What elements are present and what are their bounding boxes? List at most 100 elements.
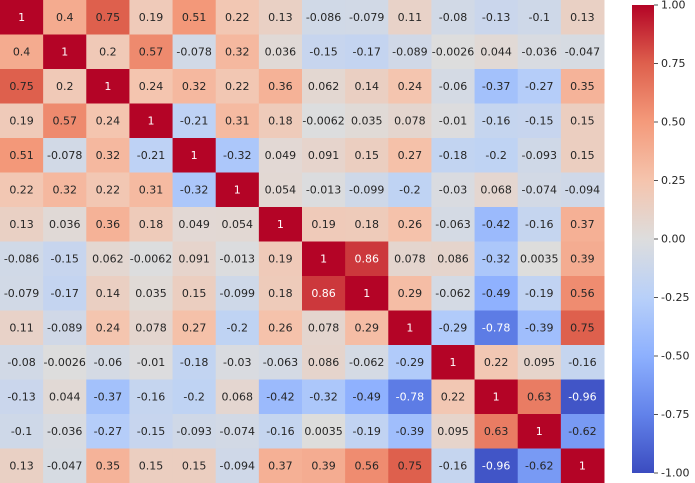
heatmap-cell-r3-c11 xyxy=(474,103,519,139)
heatmap-cell-r9-c4 xyxy=(172,310,217,346)
heatmap-cell-label-r10-c6: -0.063 xyxy=(263,356,298,369)
heatmap-cell-label-r12-c5: -0.074 xyxy=(220,425,255,438)
heatmap-cell-label-r7-c9: 0.078 xyxy=(394,252,426,265)
heatmap-cell-label-r13-c13: 1 xyxy=(579,459,586,472)
heatmap-cell-r12-c5 xyxy=(215,414,260,449)
heatmap-cell-label-r12-c11: 0.63 xyxy=(484,425,509,438)
heatmap-cell-label-r7-c10: 0.086 xyxy=(437,252,469,265)
heatmap-cell-label-r5-c5: 1 xyxy=(234,183,241,196)
heatmap-cell-r6-c6 xyxy=(258,207,303,242)
heatmap-cell-label-r8-c4: 0.15 xyxy=(182,287,207,300)
heatmap-cell-label-r10-c10: 1 xyxy=(450,356,457,369)
heatmap-cell-label-r5-c8: -0.099 xyxy=(349,183,384,196)
heatmap-cell-label-r6-c1: 0.036 xyxy=(49,218,81,231)
heatmap-cell-label-r11-c3: -0.16 xyxy=(137,390,165,403)
heatmap-cell-label-r0-c4: 0.51 xyxy=(182,11,207,24)
heatmap-cell-r10-c5 xyxy=(215,345,260,380)
heatmap-cell-label-r0-c10: -0.08 xyxy=(439,11,467,24)
heatmap-cell-label-r9-c12: -0.39 xyxy=(525,321,553,334)
heatmap-cell-r12-c3 xyxy=(129,414,174,449)
heatmap-cell-label-r1-c5: 0.32 xyxy=(225,45,250,58)
heatmap-cell-label-r6-c2: 0.36 xyxy=(96,218,121,231)
heatmap-cell-label-r11-c1: 0.044 xyxy=(49,390,81,403)
heatmap-cell-label-r1-c13: -0.047 xyxy=(565,45,600,58)
heatmap-cell-label-r4-c9: 0.27 xyxy=(398,149,423,162)
heatmap-cell-r1-c5 xyxy=(215,34,260,70)
heatmap-cell-label-r10-c13: -0.16 xyxy=(568,356,596,369)
heatmap-cell-r9-c10 xyxy=(431,310,476,346)
heatmap-cell-r5-c11 xyxy=(474,172,519,208)
heatmap-cell-r3-c9 xyxy=(388,103,432,139)
heatmap-cell-r3-c5 xyxy=(215,103,260,139)
colorbar-tick-label-8: -1.00 xyxy=(661,467,689,480)
heatmap-cell-r5-c4 xyxy=(172,172,217,208)
heatmap-cell-r13-c9 xyxy=(388,448,432,483)
heatmap-cell-label-r13-c11: -0.96 xyxy=(482,459,510,472)
colorbar-gradient xyxy=(632,5,654,473)
heatmap-cell-label-r13-c8: 0.56 xyxy=(354,459,379,472)
heatmap-cell-label-r7-c12: 0.0035 xyxy=(520,252,559,265)
heatmap-cell-r9-c1 xyxy=(43,310,87,346)
heatmap-cell-r4-c12 xyxy=(517,138,562,173)
heatmap-cell-r1-c11 xyxy=(474,34,519,70)
heatmap-cell-r6-c2 xyxy=(86,207,130,242)
heatmap-cell-r0-c2 xyxy=(86,0,130,35)
heatmap-cell-label-r12-c13: -0.62 xyxy=(568,425,596,438)
heatmap-cell-label-r4-c8: 0.15 xyxy=(354,149,379,162)
colorbar-ticks: 1.00 0.75 0.50 0.25 0.00 -0.25 -0.50 -0.75 -1.00 xyxy=(654,0,689,480)
heatmap-cell-label-r10-c9: -0.29 xyxy=(396,356,424,369)
heatmap-cell-label-r3-c0: 0.19 xyxy=(9,114,34,127)
heatmap-cell-r8-c8 xyxy=(345,276,389,311)
heatmap-cell-r6-c10 xyxy=(431,207,476,242)
heatmap-cell-label-r7-c1: -0.15 xyxy=(50,252,78,265)
heatmap-cell-label-r5-c10: -0.03 xyxy=(439,183,467,196)
heatmap-cell-label-r13-c9: 0.75 xyxy=(398,459,423,472)
heatmap-cell-label-r11-c8: -0.49 xyxy=(352,390,380,403)
heatmap-cell-r8-c2 xyxy=(86,276,130,311)
heatmap-cell-label-r12-c0: -0.1 xyxy=(11,425,32,438)
colorbar-tick-label-0: 1.00 xyxy=(661,0,686,12)
heatmap-cell-r7-c5 xyxy=(215,241,260,277)
heatmap-cell-r7-c13 xyxy=(560,241,605,277)
heatmap-cell-r7-c1 xyxy=(43,241,87,277)
heatmap-cell-label-r11-c4: -0.2 xyxy=(183,390,204,403)
heatmap-cell-r11-c11 xyxy=(474,379,519,415)
heatmap-cell-label-r1-c12: -0.036 xyxy=(522,45,557,58)
heatmap-cell-label-r11-c5: 0.068 xyxy=(222,390,254,403)
heatmap-cell-label-r10-c7: 0.086 xyxy=(308,356,340,369)
heatmap-cell-label-r7-c11: -0.32 xyxy=(482,252,510,265)
heatmap-cell-r4-c10 xyxy=(431,138,476,173)
heatmap-cell-r6-c13 xyxy=(560,207,605,242)
heatmap-cell-r12-c1 xyxy=(43,414,87,449)
heatmap-cell-label-r13-c3: 0.15 xyxy=(139,459,164,472)
heatmap-cell-label-r13-c5: -0.094 xyxy=(220,459,255,472)
heatmap-cell-label-r4-c0: 0.51 xyxy=(9,149,34,162)
heatmap-cell-r10-c2 xyxy=(86,345,130,380)
heatmap-cell-r12-c8 xyxy=(345,414,389,449)
heatmap-cell-r9-c8 xyxy=(345,310,389,346)
heatmap-cell-label-r8-c8: 1 xyxy=(363,287,370,300)
heatmap-cell-label-r9-c0: 0.11 xyxy=(9,321,34,334)
heatmap-cell-label-r13-c1: -0.047 xyxy=(47,459,82,472)
heatmap-cell-r0-c8 xyxy=(345,0,389,35)
heatmap-cell-r5-c10 xyxy=(431,172,476,208)
heatmap-cell-r13-c0 xyxy=(0,448,44,483)
heatmap-cell-r8-c5 xyxy=(215,276,260,311)
heatmap-cell-label-r5-c11: 0.068 xyxy=(480,183,512,196)
heatmap-cell-r1-c0 xyxy=(0,34,44,70)
heatmap-cell-label-r5-c4: -0.32 xyxy=(180,183,208,196)
heatmap-cell-r12-c10 xyxy=(431,414,476,449)
heatmap-cell-label-r7-c0: -0.086 xyxy=(4,252,39,265)
heatmap-cell-r10-c3 xyxy=(129,345,174,380)
heatmap-cell-label-r2-c4: 0.32 xyxy=(182,80,207,93)
heatmap-cell-label-r6-c9: 0.26 xyxy=(398,218,423,231)
heatmap-cell-label-r10-c3: -0.01 xyxy=(137,356,165,369)
heatmap-cell-label-r6-c4: 0.049 xyxy=(178,218,210,231)
heatmap-cell-r3-c2 xyxy=(86,103,130,139)
heatmap-cell-label-r9-c13: 0.75 xyxy=(570,321,595,334)
heatmap-cell-label-r4-c3: -0.21 xyxy=(137,149,165,162)
heatmap-cell-r7-c0 xyxy=(0,241,44,277)
heatmap-cell-r4-c13 xyxy=(560,138,605,173)
heatmap-cell-r7-c3 xyxy=(129,241,174,277)
heatmap-cell-label-r0-c0: 1 xyxy=(18,11,25,24)
